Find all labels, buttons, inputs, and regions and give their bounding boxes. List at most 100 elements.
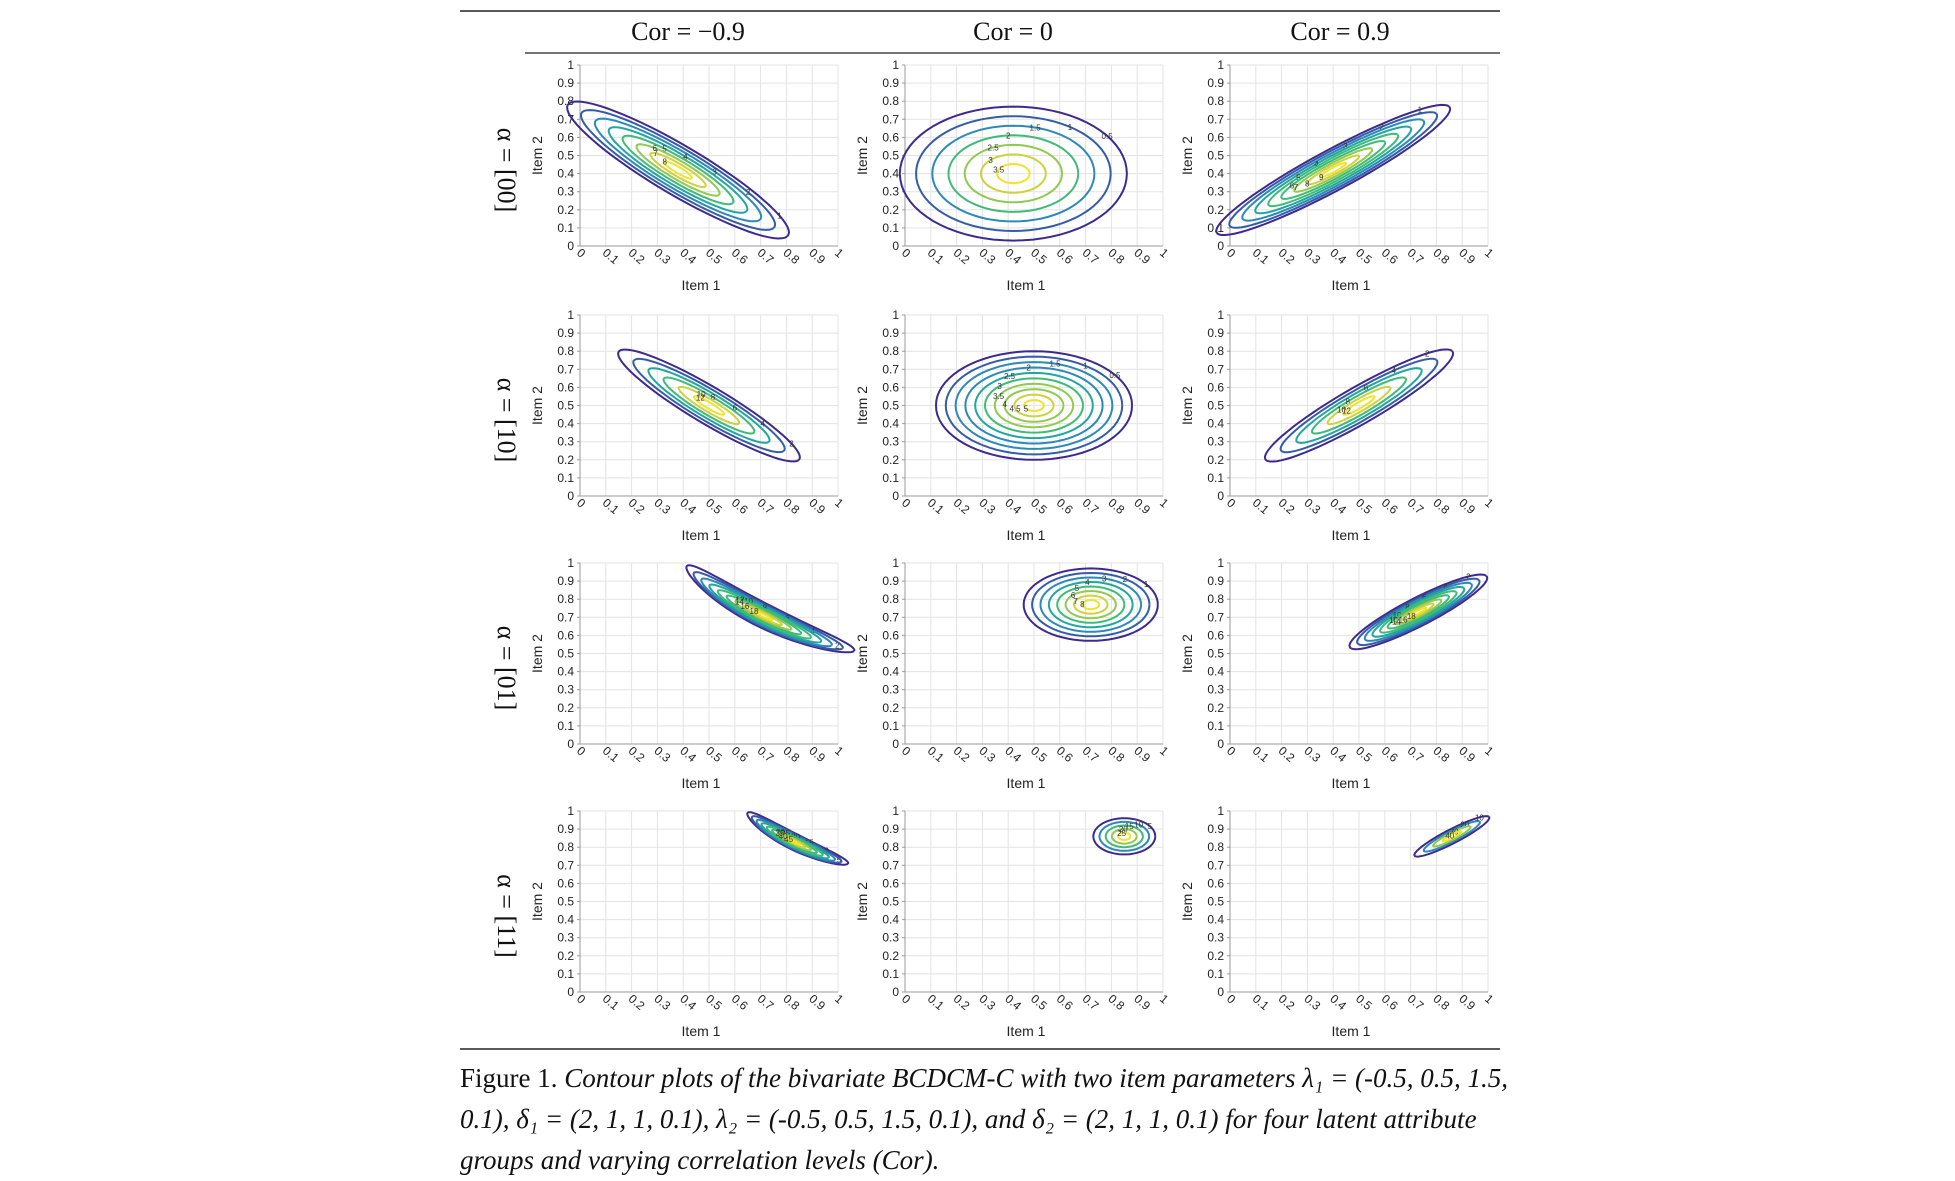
x-tick-label: 1: [1157, 992, 1171, 1007]
x-tick-label: 0.8: [1430, 744, 1452, 766]
y-tick-label: 0.6: [1207, 628, 1224, 642]
contour-line: [1003, 388, 1065, 423]
x-tick-label: 0.3: [651, 246, 673, 268]
x-tick-label: 0.6: [1054, 496, 1076, 518]
y-tick-label: 0.1: [882, 471, 899, 485]
caption-body: Contour plots of the bivariate BCDCM-C w…: [460, 1063, 1509, 1175]
contour-line: [1241, 118, 1426, 222]
contour-line: [1295, 367, 1423, 444]
contour-label: 1: [1068, 123, 1073, 132]
y-tick-label: 0: [892, 239, 899, 253]
contour-label: 3.5: [993, 392, 1005, 401]
contour-label: 3: [997, 382, 1002, 391]
y-tick-label: 0.6: [1207, 130, 1224, 144]
x-tick-label: 0.2: [626, 992, 648, 1014]
y-tick-label: 0.8: [882, 840, 899, 854]
x-tick-label: 0.5: [1028, 246, 1050, 268]
contour-line: [649, 151, 707, 189]
x-tick-label: 0.7: [1405, 992, 1427, 1014]
x-tick-label: 0.2: [1276, 992, 1298, 1014]
contour-line: [944, 355, 1124, 456]
x-tick-label: 0.1: [600, 744, 622, 766]
x-tick-label: 1: [1482, 246, 1496, 261]
contour-line: [1072, 594, 1109, 615]
contour-label: 12: [696, 394, 705, 403]
contour-label: 20: [1460, 821, 1469, 830]
x-tick-label: 0.4: [1002, 992, 1024, 1014]
contour-line: [663, 160, 693, 180]
figure-caption: Figure 1. Contour plots of the bivariate…: [460, 1058, 1510, 1181]
x-tick-label: 0.8: [1430, 992, 1452, 1014]
y-axis-label: Item 2: [529, 882, 545, 921]
contour-line: [1342, 395, 1376, 416]
y-tick-label: 0.2: [557, 701, 574, 715]
y-tick-label: 0.3: [1207, 683, 1224, 697]
x-tick-label: 0: [899, 246, 913, 261]
x-tick-label: 0.9: [1456, 744, 1478, 766]
x-tick-label: 0.8: [1105, 496, 1127, 518]
y-tick-label: 0.5: [1207, 895, 1224, 909]
contour-line: [734, 599, 793, 631]
y-tick-label: 0.1: [1207, 967, 1224, 981]
contour-line: [1263, 348, 1455, 463]
x-tick-label: 0.9: [806, 496, 828, 518]
x-tick-label: 1: [832, 496, 846, 511]
y-tick-label: 0.9: [882, 822, 899, 836]
y-tick-label: 0.4: [1207, 167, 1224, 181]
contour-label: 8: [1305, 180, 1310, 189]
y-tick-label: 0.7: [1207, 610, 1224, 624]
contour-label: 2: [1006, 132, 1011, 141]
contour-line: [996, 162, 1031, 185]
contour-line: [700, 577, 833, 648]
y-tick-label: 0.3: [1207, 185, 1224, 199]
contour-label: 7: [1294, 183, 1299, 192]
contour-panel: 00.10.20.30.40.50.60.70.80.910 0.1 0.2 0.3 0…: [1179, 308, 1496, 543]
y-tick-label: 0.2: [1207, 949, 1224, 963]
x-axis-label: Item 1: [682, 1023, 721, 1039]
y-tick-label: 0.1: [882, 221, 899, 235]
x-tick-label: 0.5: [1353, 496, 1375, 518]
contour-line: [1064, 590, 1117, 620]
y-tick-label: 0.4: [557, 665, 574, 679]
y-tick-label: 0.8: [882, 592, 899, 606]
y-tick-label: 0.3: [557, 185, 574, 199]
x-tick-label: 0.2: [1276, 496, 1298, 518]
contour-label: 45: [784, 835, 793, 844]
contour-line: [787, 837, 801, 846]
contour-label: 4: [1443, 582, 1448, 591]
x-tick-label: 0.4: [677, 496, 699, 518]
x-tick-label: 0.3: [651, 496, 673, 518]
y-tick-label: 0.9: [557, 76, 574, 90]
y-tick-label: 0.3: [1207, 931, 1224, 945]
y-axis-label: Item 2: [529, 386, 545, 425]
contour-label: 5: [662, 145, 667, 154]
contour-line: [1023, 399, 1045, 412]
y-tick-label: 0: [892, 737, 899, 751]
x-tick-label: 0.1: [1250, 744, 1272, 766]
contour-label: 6: [1071, 591, 1076, 600]
y-tick-label: 0.7: [557, 858, 574, 872]
contour-label: 0.5: [1109, 371, 1121, 380]
y-tick-label: 1: [567, 556, 574, 570]
contour-line: [1215, 103, 1452, 236]
x-tick-label: 0.1: [925, 744, 947, 766]
y-tick-label: 0.7: [882, 858, 899, 872]
y-axis-label: Item 2: [1179, 386, 1195, 425]
y-tick-label: 0.6: [882, 628, 899, 642]
contour-label: 5: [1024, 405, 1029, 414]
y-tick-label: 0.2: [882, 949, 899, 963]
y-tick-label: 1: [567, 58, 574, 72]
contour-label: 9: [1319, 173, 1324, 182]
y-tick-label: 0.9: [1207, 822, 1224, 836]
contour-label: 1: [1083, 362, 1088, 371]
x-tick-label: 0.3: [976, 744, 998, 766]
x-tick-label: 0.6: [1379, 496, 1401, 518]
y-tick-label: 0.5: [557, 399, 574, 413]
x-tick-label: 0.4: [1327, 744, 1349, 766]
x-tick-label: 0.3: [1301, 496, 1323, 518]
contour-label: 5: [1296, 174, 1301, 183]
contour-line: [743, 604, 783, 627]
x-axis-label: Item 1: [1332, 1023, 1371, 1039]
contour-label: 40: [1445, 832, 1454, 841]
y-tick-label: 1: [567, 308, 574, 322]
